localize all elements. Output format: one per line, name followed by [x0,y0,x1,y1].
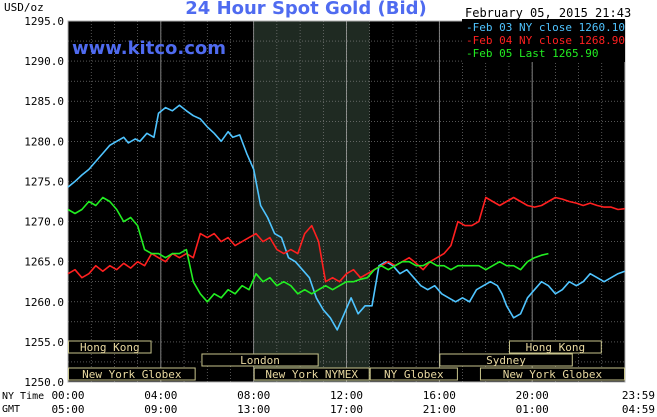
y-tick-label: 1260.0 [24,296,64,309]
y-tick-label: 1285.0 [24,95,64,108]
session-box [201,353,319,367]
x-tick-gmt: 09:00 [144,403,177,416]
legend-entry-2: -Feb 04 NY close 1268.90 [466,34,625,47]
series-line-2 [67,196,625,283]
x-tick-ny: 08:00 [237,389,270,402]
y-tick-label: 1270.0 [24,216,64,229]
x-tick-gmt: 05:00 [51,403,84,416]
x-tick-gmt: 21:00 [423,403,456,416]
session-label: New York NYMEX [265,368,358,381]
timestamp: February 05, 2015 21:43 [465,6,631,20]
y-tick-labels: 1295.0 1290.0 1285.0 1280.0 1275.0 1270.0 1265… [24,15,64,389]
session-label: New York Globex [503,368,603,381]
series-lines [67,104,626,331]
x-tick-ny: 04:00 [144,389,177,402]
session-label: NY Globex [384,368,444,381]
y-tick-label: 1265.0 [24,256,64,269]
kitco-watermark: www.kitco.com [72,38,226,59]
market-sessions: Hong Kong London New York Globex New York N… [68,340,625,381]
legend-entry-3: -Feb 05 Last 1265.90 [466,47,598,60]
session-label: London [240,354,280,367]
session-box [253,367,370,381]
series-line-1 [67,104,626,331]
y-tick-label: 1290.0 [24,55,64,68]
session-box [369,367,458,381]
legend: -Feb 03 NY close 1260.10-Feb 04 NY close… [462,19,625,62]
session-box [439,353,573,367]
x-row2-label: GMT [2,404,20,415]
x-tick-gmt: 13:00 [237,403,270,416]
x-tick-ny: 16:00 [423,389,456,402]
x-tick-ny: 00:00 [51,389,84,402]
x-row1-label: NY Time [2,391,44,402]
session-box [508,340,602,354]
x-tick-ny: 12:00 [330,389,363,402]
legend-entry-1: -Feb 03 NY close 1260.10 [466,21,625,34]
legend-box [462,19,625,62]
unit-label: USD/oz [4,1,44,14]
session-box [68,340,152,354]
y-tick-label: 1280.0 [24,135,64,148]
series-line-3 [67,196,549,303]
session-box [68,367,196,381]
session-label: Sydney [486,354,526,367]
session-label: Hong Kong [526,341,586,354]
chart-title: 24 Hour Spot Gold (Bid) [185,0,426,19]
session-label: New York Globex [82,368,182,381]
x-tick-gmt: 01:00 [516,403,549,416]
gridlines [67,20,626,383]
session-label: Hong Kong [80,341,140,354]
y-tick-label: 1295.0 [24,15,64,28]
y-tick-label: 1250.0 [24,376,64,389]
x-tick-ny: 23:59 [622,389,655,402]
y-tick-label: 1275.0 [24,175,64,188]
x-tick-gmt: 17:00 [330,403,363,416]
x-tick-ny: 20:00 [516,389,549,402]
y-tick-label: 1255.0 [24,336,64,349]
session-box [479,367,625,381]
plot-border [67,20,626,383]
x-tick-gmt: 04:59 [622,403,655,416]
